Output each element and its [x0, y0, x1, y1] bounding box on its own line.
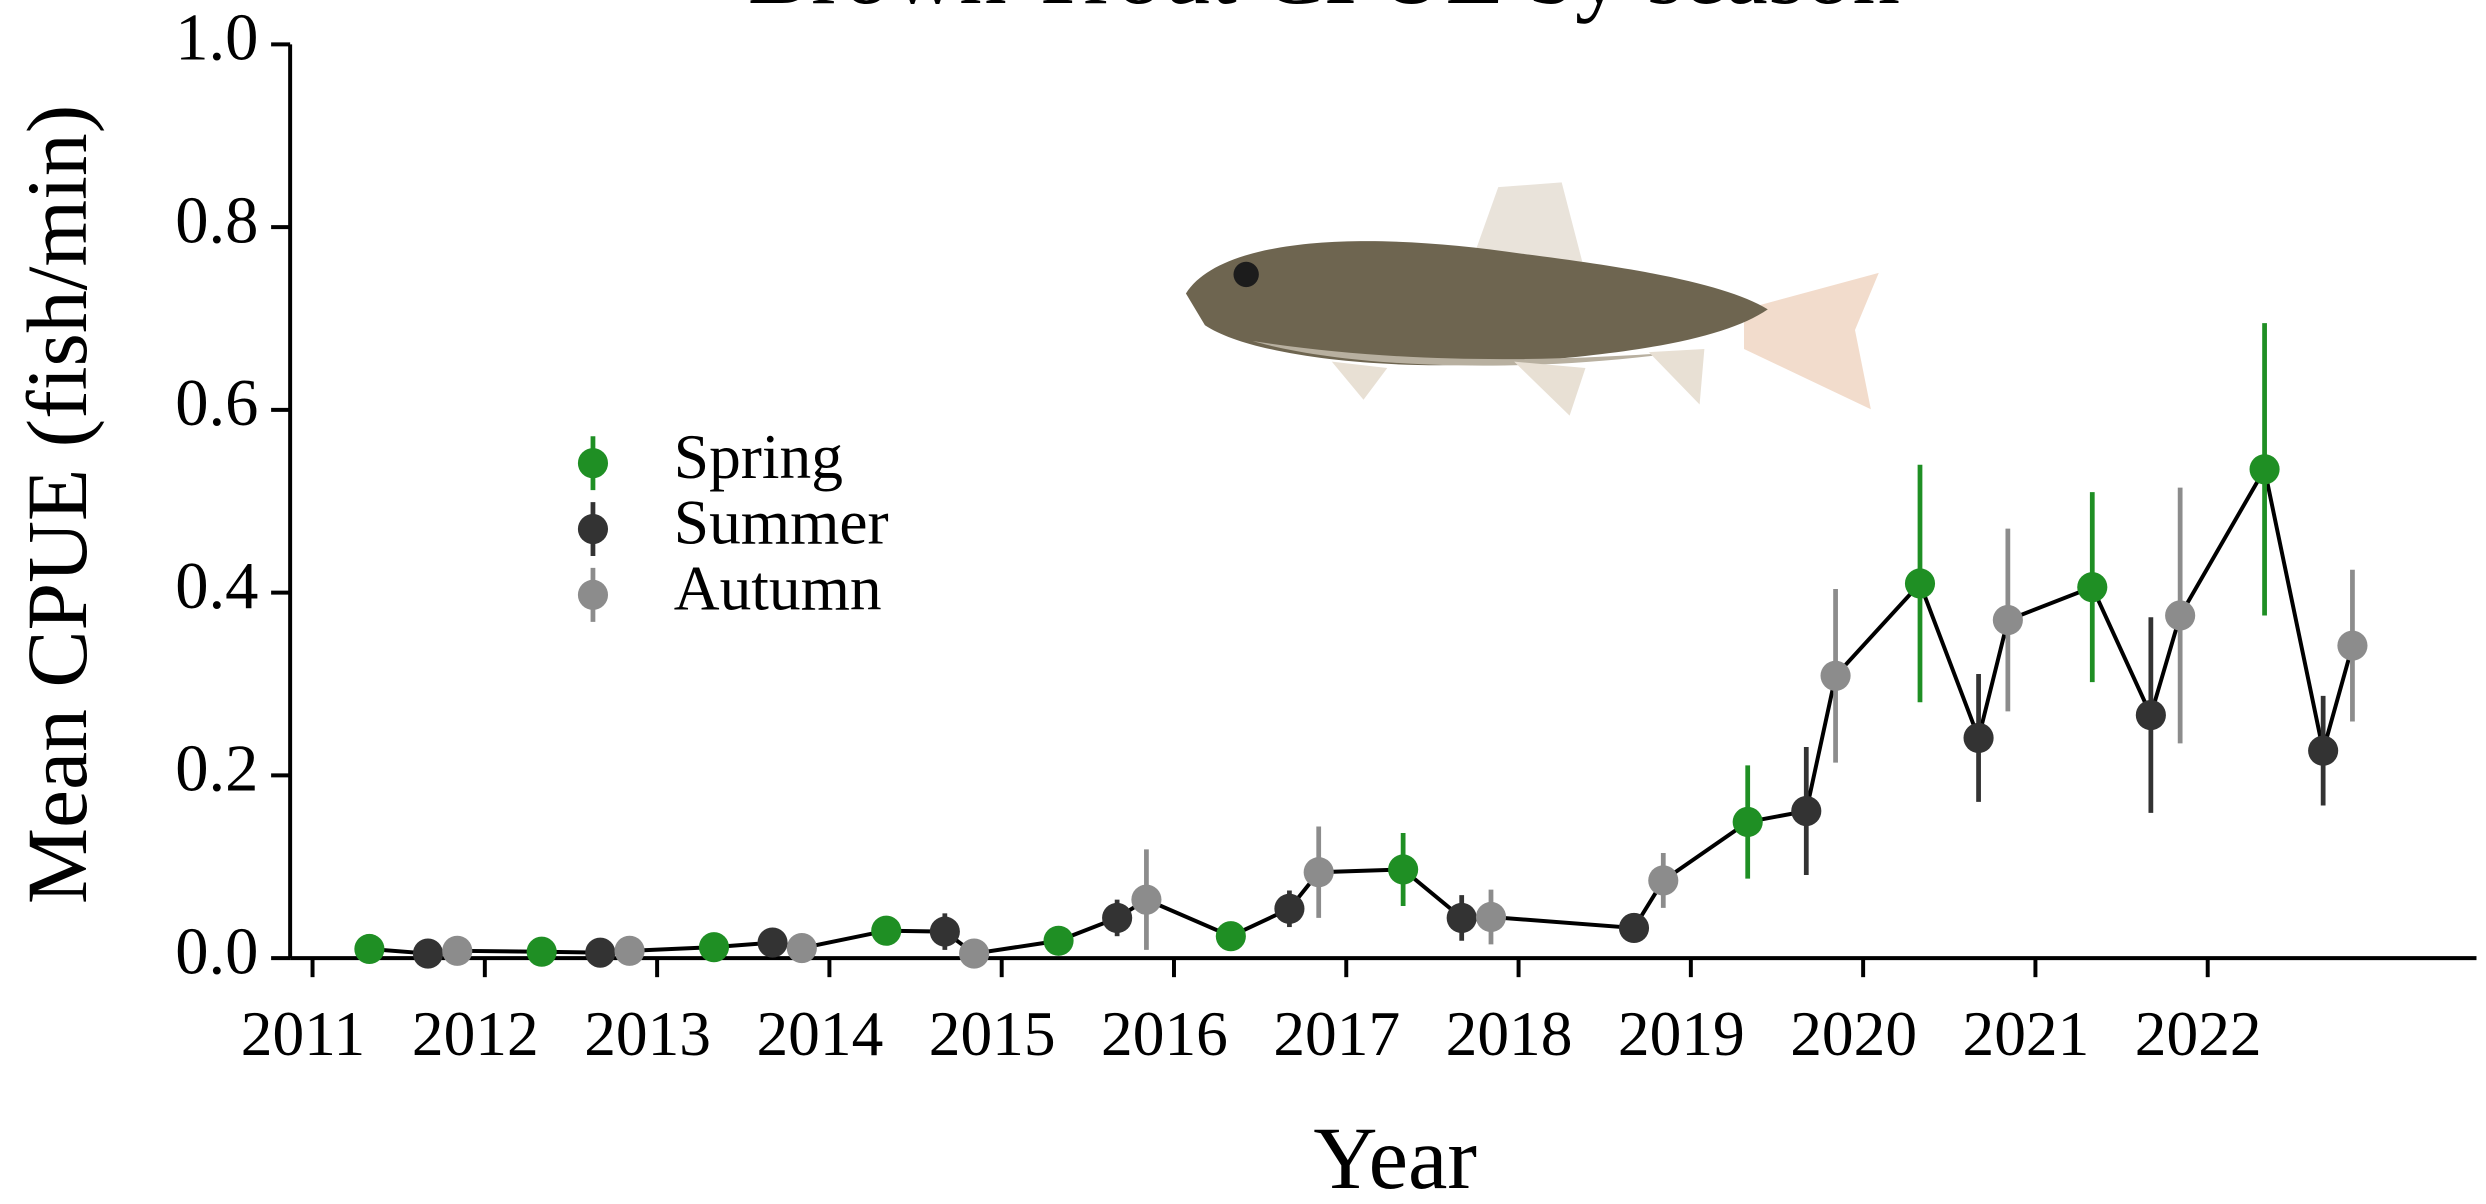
data-point: [871, 915, 902, 946]
data-point: [614, 935, 645, 966]
data-point: [757, 927, 788, 958]
x-tick-label: 2022: [2135, 998, 2262, 1069]
data-point: [786, 933, 817, 964]
data-point: [1820, 660, 1851, 691]
data-point: [585, 937, 616, 968]
data-point: [526, 936, 557, 967]
data-point: [1043, 925, 1074, 956]
data-point: [354, 933, 385, 965]
data-point: [1963, 722, 1994, 753]
data-point: [2165, 600, 2196, 631]
series-line: [369, 463, 2355, 956]
data-point: [2249, 454, 2280, 485]
y-tick-label: 0.4: [175, 550, 258, 623]
y-axis-label: Mean CPUE (fish/min): [10, 105, 105, 904]
data-point: [2077, 572, 2108, 603]
x-tick-label: 2012: [412, 998, 539, 1069]
data-point: [1904, 568, 1936, 599]
x-tick-label: 2019: [1618, 998, 1745, 1069]
data-point: [1732, 806, 1763, 838]
data-point: [1992, 604, 2023, 636]
y-tick-label: 0.2: [175, 733, 258, 806]
legend-marker: [577, 448, 609, 479]
data-point: [698, 932, 730, 963]
data-point: [1618, 912, 1650, 944]
data-point: [1303, 857, 1334, 888]
data-point: [1446, 902, 1477, 933]
data-point: [959, 938, 990, 969]
legend-label: Spring: [674, 421, 843, 492]
data-point: [412, 938, 444, 969]
data-point: [1791, 795, 1822, 827]
x-tick-label: 2014: [756, 998, 883, 1069]
y-tick-label: 0.8: [175, 184, 258, 257]
legend-label: Summer: [674, 487, 889, 558]
legend-marker: [577, 579, 609, 610]
x-tick-label: 2016: [1101, 998, 1228, 1069]
data-point: [442, 935, 473, 966]
data-point: [1475, 901, 1507, 933]
x-tick-label: 2018: [1446, 998, 1573, 1069]
x-axis-label: Year: [1313, 1110, 1477, 1204]
y-tick-label: 0.0: [175, 915, 258, 988]
y-tick-label: 0.6: [175, 367, 258, 440]
x-tick-label: 2013: [584, 998, 711, 1069]
legend-marker: [577, 513, 609, 545]
y-tick-label: 1.0: [175, 2, 258, 75]
legend-label: Autumn: [674, 552, 882, 623]
x-tick-label: 2020: [1790, 998, 1917, 1069]
x-tick-label: 2021: [1963, 998, 2090, 1069]
data-point: [1388, 854, 1419, 885]
data-point: [2135, 700, 2166, 731]
x-tick-label: 2015: [929, 998, 1056, 1069]
chart-title: Brown Trout CPUE by season: [748, 0, 1900, 24]
x-tick-label: 2017: [1273, 998, 1400, 1069]
data-point: [2337, 630, 2368, 661]
x-tick-label: 2011: [241, 998, 365, 1069]
data-point: [1102, 902, 1133, 933]
data-point: [929, 916, 960, 947]
data-point: [1215, 921, 1246, 952]
data-point: [1131, 884, 1162, 915]
data-point: [1648, 865, 1679, 896]
data-point: [1274, 893, 1305, 924]
fish-illustration: [1185, 182, 1879, 416]
data-point: [2308, 735, 2339, 766]
